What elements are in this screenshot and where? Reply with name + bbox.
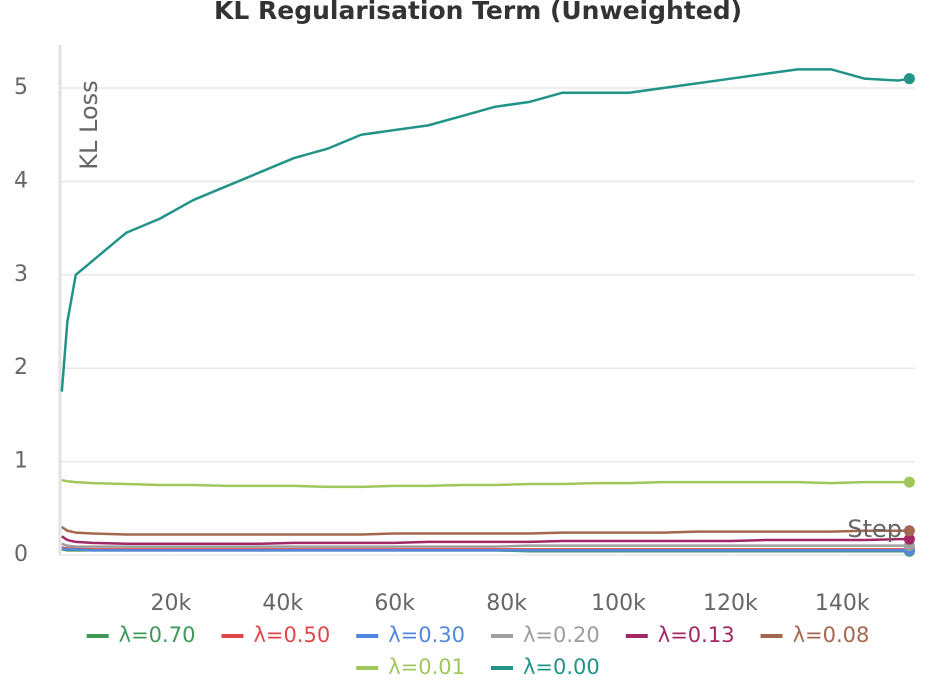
y-tick-label: 4 — [14, 168, 28, 193]
legend-label: λ=0.70 — [119, 623, 196, 647]
x-tick-label: 60k — [374, 591, 415, 616]
end-point — [903, 533, 915, 545]
end-point — [903, 525, 915, 537]
series-line — [61, 535, 910, 546]
series-line — [60, 68, 910, 392]
y-tick-label: 0 — [14, 542, 28, 567]
x-tick-label: 40k — [262, 591, 303, 616]
x-tick-label: 80k — [486, 591, 527, 616]
x-tick-label: 20k — [151, 591, 192, 616]
legend-row: λ=0.01 λ=0.00 — [356, 655, 600, 679]
legend-label: λ=0.13 — [658, 623, 735, 647]
x-tick-label: 100k — [591, 591, 646, 616]
legend-label: λ=0.00 — [523, 655, 600, 679]
legend-label: λ=0.20 — [523, 623, 600, 647]
series-line — [61, 542, 910, 548]
end-point — [903, 73, 915, 85]
x-axis-label: Step — [847, 515, 902, 543]
chart-title: KL Regularisation Term (Unweighted) — [214, 0, 742, 25]
legend-label: λ=0.50 — [253, 623, 330, 647]
x-tick-label: 140k — [815, 591, 870, 616]
x-tick-label: 120k — [703, 591, 758, 616]
legend-label: λ=0.01 — [388, 655, 465, 679]
y-tick-label: 5 — [14, 75, 28, 100]
y-axis-label: KL Loss — [75, 80, 103, 169]
y-tick-label: 2 — [14, 355, 28, 380]
legend-label: λ=0.30 — [388, 623, 465, 647]
end-point — [903, 476, 915, 488]
series-line — [61, 479, 910, 489]
legend-label: λ=0.08 — [793, 623, 870, 647]
series-line — [61, 547, 910, 552]
y-tick-label: 3 — [14, 262, 28, 287]
series-line — [61, 525, 910, 536]
legend-row: λ=0.70 λ=0.50 λ=0.30 λ=0.20 λ=0.13 λ=0.08 — [86, 623, 870, 647]
y-tick-label: 1 — [14, 449, 28, 474]
